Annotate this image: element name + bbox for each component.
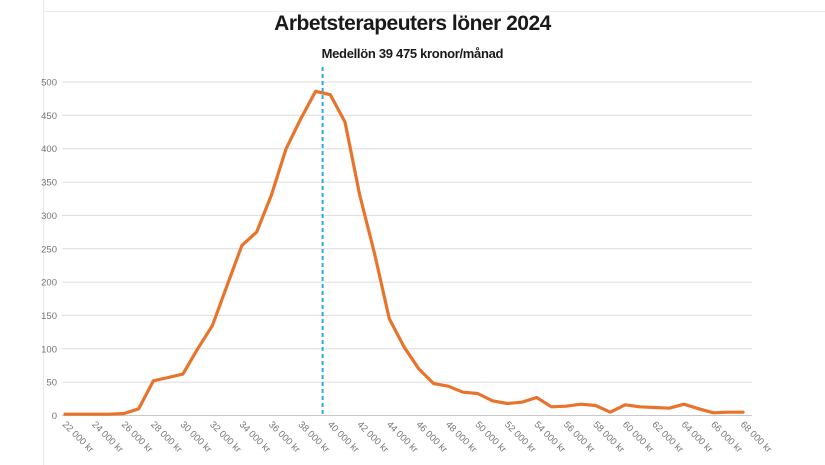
x-axis-tick-label: 24 000 kr	[89, 419, 125, 455]
x-axis-tick-label: 42 000 kr	[355, 419, 391, 455]
y-axis-tick-label: 100	[41, 344, 57, 355]
y-axis-tick-label: 450	[41, 111, 57, 122]
y-axis-tick-label: 400	[41, 144, 57, 155]
y-axis-tick-label: 0	[52, 411, 57, 422]
y-axis-tick-label: 300	[41, 211, 57, 222]
x-axis-tick-label: 48 000 kr	[443, 419, 479, 455]
y-axis-tick-label: 350	[41, 178, 57, 189]
salary-series-line	[63, 89, 745, 416]
chart-title: Arbetsterapeuters löner 2024	[274, 12, 551, 35]
x-axis-tick-label: 56 000 kr	[561, 419, 597, 455]
y-axis-tick-label: 50	[46, 378, 57, 389]
x-axis-tick-label: 60 000 kr	[620, 419, 656, 455]
x-axis-tick-label: 38 000 kr	[296, 419, 332, 455]
x-axis-tick-label: 50 000 kr	[473, 419, 509, 455]
mean-salary-label: Medellön 39 475 kronor/månad	[321, 46, 504, 61]
y-axis-tick-label: 250	[41, 244, 57, 255]
x-axis-tick-label: 68 000 kr	[738, 419, 774, 455]
x-axis-tick-label: 66 000 kr	[708, 419, 744, 455]
x-axis-tick-label: 52 000 kr	[502, 419, 538, 455]
chart-border-left	[43, 0, 44, 465]
x-axis-tick-label: 40 000 kr	[325, 419, 361, 455]
x-axis-tick-label: 32 000 kr	[207, 419, 243, 455]
x-axis-tick-label: 30 000 kr	[178, 419, 214, 455]
y-axis-tick-label: 200	[41, 278, 57, 289]
y-axis-tick-label: 150	[41, 311, 57, 322]
x-axis-tick-label: 36 000 kr	[266, 419, 302, 455]
x-axis-tick-label: 46 000 kr	[414, 419, 450, 455]
chart-border-top	[43, 11, 825, 12]
x-axis-tick-label: 58 000 kr	[590, 419, 626, 455]
x-axis-tick-label: 22 000 kr	[60, 419, 96, 455]
y-axis-tick-label: 500	[41, 78, 57, 89]
x-axis-tick-label: 64 000 kr	[679, 419, 715, 455]
x-axis-tick-label: 28 000 kr	[148, 419, 184, 455]
